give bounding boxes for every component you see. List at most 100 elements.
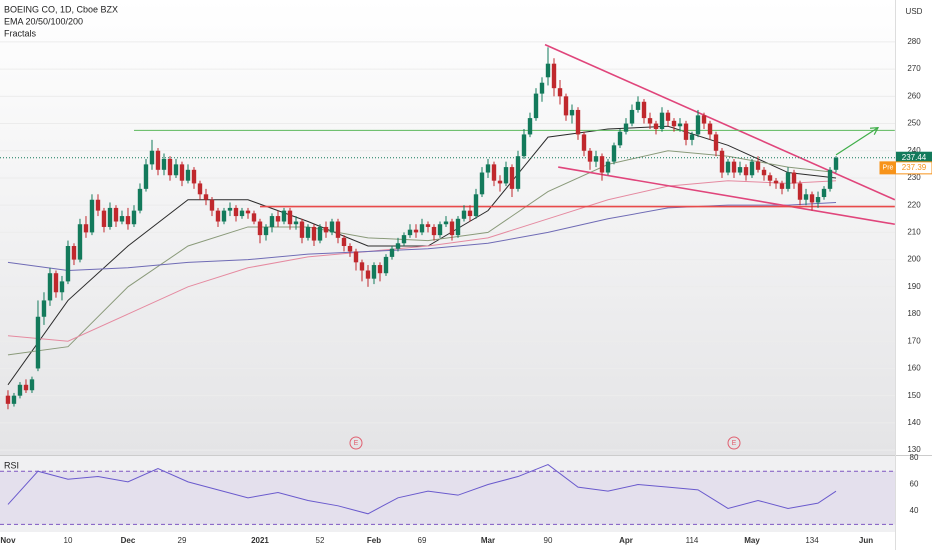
- candle-body: [245, 210, 251, 214]
- y-tick-label: 190: [907, 282, 921, 291]
- earnings-marker: [727, 436, 741, 450]
- price-pane: [0, 0, 895, 455]
- candle-body: [677, 123, 683, 127]
- candle-body: [635, 101, 641, 110]
- candle-body: [803, 194, 809, 200]
- candle-body: [737, 167, 743, 173]
- trend-line: [544, 43, 896, 201]
- candle-body: [533, 93, 539, 119]
- y-tick-label: 150: [907, 391, 921, 400]
- candle-body: [167, 158, 173, 176]
- y-tick-label: 170: [907, 336, 921, 345]
- candle-body: [143, 164, 149, 189]
- x-tick-label: 52: [316, 536, 325, 545]
- candle-body: [101, 210, 107, 227]
- candle-body: [725, 161, 731, 173]
- candle-body: [287, 210, 293, 225]
- rsi-line: [7, 464, 837, 515]
- earnings-label: E: [732, 440, 737, 447]
- candle-body: [227, 207, 233, 211]
- candle-body: [317, 226, 323, 241]
- candle-body: [359, 262, 365, 271]
- candle-body: [125, 216, 131, 225]
- candle-body: [461, 210, 467, 219]
- candle-body: [437, 224, 443, 236]
- candle-body: [41, 300, 47, 317]
- candle-body: [95, 199, 101, 211]
- candle-body: [311, 226, 317, 241]
- candle-body: [473, 194, 479, 217]
- candle-body: [377, 265, 383, 274]
- candle-body: [161, 158, 167, 170]
- x-tick-label: Nov: [0, 536, 16, 545]
- forecast-arrow: [835, 127, 879, 156]
- candle-body: [107, 207, 113, 227]
- last-price-label: 237.44: [902, 153, 927, 162]
- candle-body: [197, 183, 203, 195]
- candle-body: [623, 123, 629, 132]
- candle-body: [515, 156, 521, 189]
- candle-body: [353, 251, 359, 263]
- candle-body: [221, 210, 227, 222]
- candle-body: [419, 224, 425, 233]
- candle-body: [641, 101, 647, 119]
- candle-body: [299, 221, 305, 238]
- candle-body: [365, 270, 371, 279]
- candle-body: [203, 194, 209, 200]
- candle-body: [773, 180, 779, 184]
- candle-body: [401, 235, 407, 244]
- candle-body: [593, 156, 599, 162]
- candle-body: [149, 150, 155, 165]
- candle-body: [71, 246, 77, 260]
- candle-body: [665, 112, 671, 121]
- y-tick-label: 220: [907, 200, 921, 209]
- x-tick-label: 134: [805, 536, 819, 545]
- candle-body: [113, 207, 119, 222]
- x-tick-label: 29: [178, 536, 187, 545]
- candle-body: [605, 161, 611, 173]
- candle-body: [413, 229, 419, 233]
- candle-body: [443, 221, 449, 225]
- pre-label: Pre: [883, 165, 894, 172]
- candle-body: [23, 384, 29, 391]
- candle-body: [215, 210, 221, 222]
- candle-body: [395, 243, 401, 249]
- pre-badge: [880, 161, 896, 174]
- candle-body: [293, 221, 299, 225]
- y-tick-label: 210: [907, 228, 921, 237]
- candle-body: [257, 221, 263, 236]
- candle-body: [827, 169, 833, 189]
- y-tick-label: 160: [907, 364, 921, 373]
- ema-line: [7, 180, 837, 342]
- candle-body: [509, 167, 515, 189]
- arrow-head: [869, 126, 880, 135]
- candle-body: [575, 109, 581, 135]
- candle-body: [659, 112, 665, 129]
- candle-body: [155, 150, 161, 170]
- indicator: EMA 20/50/100/200: [4, 16, 83, 26]
- rsi-title: RSI: [4, 460, 19, 470]
- rsi-tick-label: 40: [910, 506, 919, 515]
- candle-body: [5, 395, 11, 404]
- candle-body: [341, 237, 347, 247]
- y-tick-label: 130: [907, 445, 921, 454]
- symbol: BOEING CO, 1D, Cboe BZX: [4, 4, 118, 14]
- last-price-tag: [896, 151, 932, 164]
- y-tick-label: 240: [907, 146, 921, 155]
- candle-body: [581, 134, 587, 151]
- indicator: Fractals: [4, 28, 37, 38]
- candle-body: [179, 164, 185, 181]
- x-tick-label: Apr: [619, 536, 633, 545]
- candle-body: [719, 150, 725, 173]
- candle-body: [329, 221, 335, 233]
- candle-body: [749, 161, 755, 176]
- candle-body: [611, 145, 617, 162]
- candle-body: [389, 248, 395, 257]
- candle-body: [713, 134, 719, 151]
- candle-body: [371, 265, 377, 279]
- candle-body: [281, 210, 287, 222]
- ema-line: [7, 150, 837, 356]
- candle-body: [767, 175, 773, 181]
- candle-body: [455, 218, 461, 236]
